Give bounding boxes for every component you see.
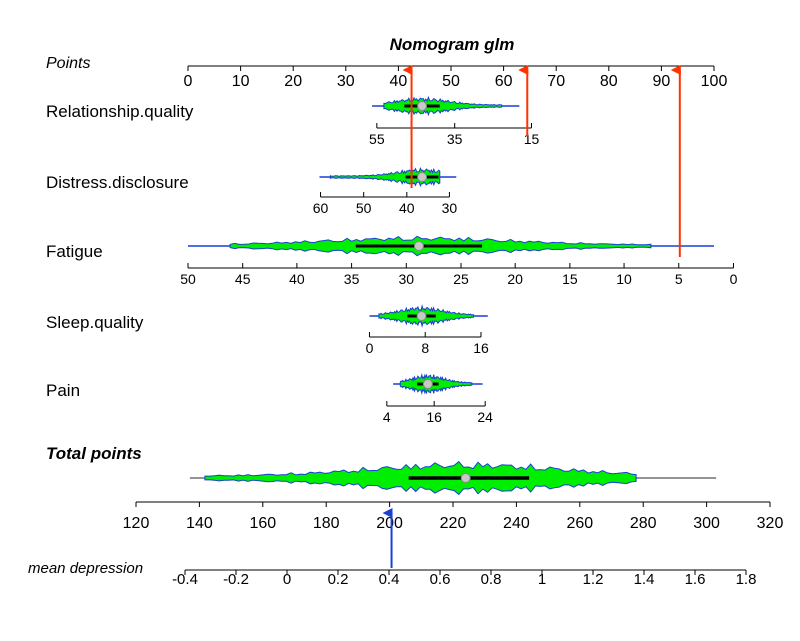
variable-axis-relationship-quality: 55 35 15: [369, 95, 540, 147]
total-tick-label: 240: [503, 515, 530, 532]
variable-axis-distress-disclosure: 60 50 40 30: [313, 167, 458, 216]
points-tick-label: 100: [701, 73, 728, 90]
variable-tick-label: 35: [344, 271, 360, 287]
variable-tick-label: 40: [289, 271, 305, 287]
variable-tick-label: 35: [447, 131, 463, 147]
variable-axis-fatigue: 50 45 40 35 30 25 20 15 10 5 0: [180, 235, 738, 287]
points-scale-label: Points: [46, 55, 90, 72]
variable-tick-label: 30: [399, 271, 415, 287]
outcome-tick-label: 0.6: [430, 571, 451, 588]
variable-tick-label: 25: [453, 271, 469, 287]
variable-tick-label: 50: [356, 200, 372, 216]
distribution-median-point: [417, 172, 428, 182]
points-tick-label: 90: [653, 73, 671, 90]
points-tick-label: 70: [547, 73, 565, 90]
variable-label-relationship-quality: Relationship.quality: [46, 102, 194, 121]
points-tick-label: 40: [390, 73, 408, 90]
distribution-median-point: [413, 241, 424, 251]
variable-tick-label: 24: [477, 409, 493, 425]
distribution-median-point: [416, 311, 427, 321]
variable-tick-label: 4: [383, 409, 391, 425]
variable-tick-label: 8: [421, 340, 429, 356]
variable-tick-label: 16: [426, 409, 442, 425]
outcome-tick-label: 1: [538, 571, 546, 588]
variable-tick-label: 15: [562, 271, 578, 287]
variable-axis-pain: 4 16 24: [383, 372, 493, 425]
total-tick-label: 160: [249, 515, 276, 532]
total-tick-label: 280: [630, 515, 657, 532]
selected-observation-arrows: [382, 65, 681, 568]
chart-title: Nomogram glm: [390, 35, 515, 54]
variable-tick-label: 20: [507, 271, 523, 287]
variable-axis-sleep-quality: 0 8 16: [366, 304, 489, 356]
variable-tick-label: 60: [313, 200, 329, 216]
points-tick-label: 20: [284, 73, 302, 90]
total-tick-label: 220: [440, 515, 467, 532]
points-tick-label: 0: [184, 73, 193, 90]
variable-tick-label: 0: [366, 340, 374, 356]
variable-label-pain: Pain: [46, 381, 80, 400]
distribution-median-point: [417, 101, 428, 111]
points-tick-label: 10: [232, 73, 250, 90]
total-tick-label: 140: [186, 515, 213, 532]
total-tick-label: 120: [123, 515, 150, 532]
outcome-tick-label: -0.4: [172, 571, 198, 588]
points-scale: 0 10 20 30 40 50 60 70 80 90 100: [184, 65, 728, 90]
variable-tick-label: 10: [616, 271, 632, 287]
outcome-tick-label: 1.8: [736, 571, 757, 588]
points-tick-label: 80: [600, 73, 618, 90]
variable-tick-label: 0: [730, 271, 738, 287]
outcome-tick-label: 0.4: [379, 571, 400, 588]
outcome-tick-label: 1.6: [685, 571, 706, 588]
variable-tick-label: 15: [524, 131, 540, 147]
outcome-label: mean depression: [28, 560, 143, 577]
variable-label-fatigue: Fatigue: [46, 242, 103, 261]
outcome-tick-label: 1.4: [634, 571, 655, 588]
distribution-violin: [383, 95, 503, 117]
variable-tick-label: 45: [235, 271, 251, 287]
variable-label-distress-disclosure: Distress.disclosure: [46, 173, 189, 192]
outcome-tick-label: -0.2: [223, 571, 249, 588]
total-tick-label: 300: [693, 515, 720, 532]
total-points-scale: 120 140 160 180 200 220 240 260 280 300 320: [123, 460, 784, 532]
total-tick-label: 200: [376, 515, 403, 532]
variable-tick-label: 50: [180, 271, 196, 287]
points-tick-label: 30: [337, 73, 355, 90]
variable-tick-label: 40: [399, 200, 415, 216]
outcome-tick-label: 0.8: [481, 571, 502, 588]
total-tick-label: 180: [313, 515, 340, 532]
outcome-scale: -0.4 -0.2 0 0.2 0.4 0.6 0.8 1 1.2 1.4 1.6 1.8: [172, 569, 757, 588]
total-tick-label: 320: [757, 515, 784, 532]
variable-tick-label: 16: [473, 340, 489, 356]
variable-tick-label: 30: [442, 200, 458, 216]
total-tick-label: 260: [566, 515, 593, 532]
variable-tick-label: 5: [675, 271, 683, 287]
total-distribution-median-point: [460, 473, 471, 483]
points-tick-label: 50: [442, 73, 460, 90]
total-points-label: Total points: [46, 444, 142, 463]
variable-label-sleep-quality: Sleep.quality: [46, 313, 144, 332]
variable-tick-label: 55: [369, 131, 385, 147]
distribution-median-point: [422, 379, 433, 389]
points-tick-label: 60: [495, 73, 513, 90]
outcome-tick-label: 0: [283, 571, 291, 588]
outcome-tick-label: 1.2: [583, 571, 604, 588]
outcome-tick-label: 0.2: [328, 571, 349, 588]
